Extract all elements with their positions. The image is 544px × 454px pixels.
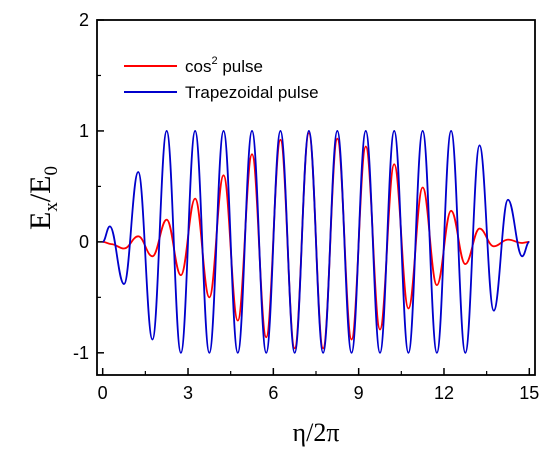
y-tick-label: 0	[79, 232, 89, 252]
x-tick-label: 12	[434, 383, 454, 403]
y-tick-label: 1	[79, 121, 89, 141]
legend: cos2 pulse Trapezoidal pulse	[124, 55, 319, 102]
y-axis-title: Ex/E0	[24, 166, 62, 230]
svg-text:Ex/E0: Ex/E0	[24, 166, 62, 230]
x-tick-label: 0	[98, 383, 108, 403]
legend-label-trapezoidal-pulse: Trapezoidal pulse	[185, 83, 319, 102]
x-tick-label: 9	[354, 383, 364, 403]
legend-label-cos2-pulse: cos2 pulse	[185, 55, 263, 76]
y-tick-label: 2	[79, 10, 89, 30]
x-axis-title: η/2π	[293, 418, 340, 447]
series-lines	[102, 130, 530, 354]
x-tick-label: 6	[268, 383, 278, 403]
plot-frame	[96, 19, 536, 376]
x-tick-label: 3	[183, 383, 193, 403]
y-tick-label: -1	[73, 343, 89, 363]
x-tick-label: 15	[519, 383, 539, 403]
series-line-trapezoidal-pulse	[102, 130, 530, 354]
